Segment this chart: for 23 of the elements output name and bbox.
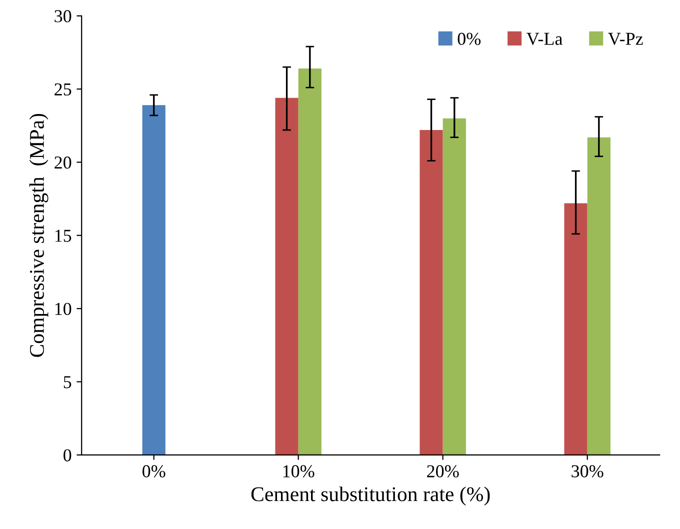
- y-tick-label: 30: [54, 10, 72, 22]
- legend-label: V-La: [526, 32, 563, 46]
- bar: [275, 98, 298, 455]
- bar: [420, 130, 443, 455]
- x-tick-label: 0%: [142, 465, 166, 478]
- bar: [442, 118, 466, 455]
- y-tick-label: 0: [64, 449, 72, 462]
- y-tick-label: 20: [54, 156, 72, 169]
- x-tick-label: 30%: [572, 465, 604, 478]
- bar: [142, 105, 166, 455]
- x-tick-label: 10%: [283, 465, 314, 478]
- legend-label: V-Pz: [608, 32, 643, 46]
- x-axis-title: Cement substitution rate (%): [251, 486, 490, 506]
- y-tick-label: 10: [55, 302, 72, 316]
- bar: [564, 203, 588, 455]
- bar: [587, 137, 610, 455]
- legend-label: 0%: [458, 32, 481, 45]
- y-tick-label: 5: [64, 376, 72, 388]
- y-axis-title: Compressive strength (MPa): [29, 114, 48, 357]
- y-tick-label: 15: [55, 230, 72, 242]
- x-tick-label: 20%: [427, 465, 459, 478]
- bar: [298, 68, 322, 455]
- y-tick-label: 25: [54, 83, 72, 96]
